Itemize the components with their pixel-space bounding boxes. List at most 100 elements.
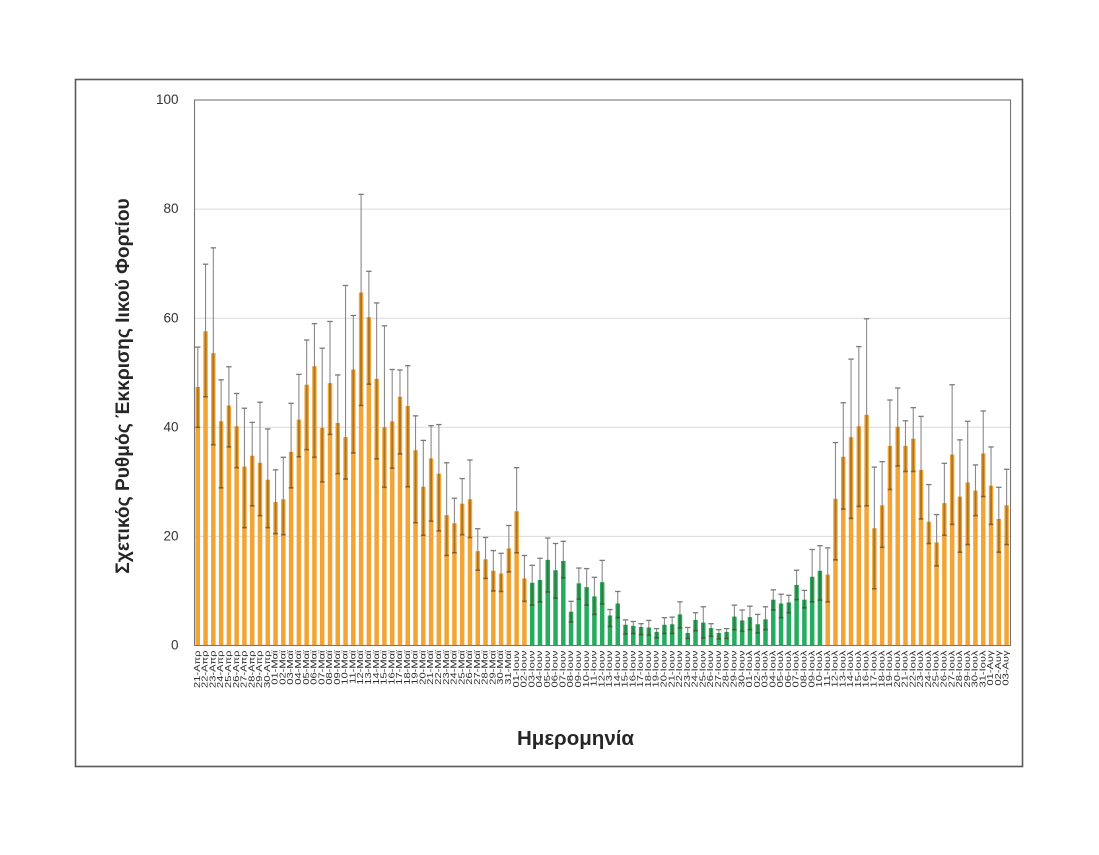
svg-text:27-Απρ: 27-Απρ: [240, 650, 249, 688]
svg-text:11-Ιουλ: 11-Ιουλ: [823, 650, 832, 686]
svg-text:22-Ιουν: 22-Ιουν: [675, 650, 684, 687]
svg-text:03-Ιουλ: 03-Ιουλ: [761, 650, 770, 687]
svg-text:31-Ιουλ: 31-Ιουλ: [979, 650, 988, 687]
svg-text:20: 20: [163, 528, 178, 543]
svg-text:21-Ιουλ: 21-Ιουλ: [901, 650, 910, 687]
svg-text:06-Ιουλ: 06-Ιουλ: [784, 650, 793, 687]
svg-text:40: 40: [163, 419, 178, 434]
svg-text:21-Απρ: 21-Απρ: [193, 650, 202, 688]
svg-text:14-Ιουλ: 14-Ιουλ: [847, 650, 856, 687]
svg-text:08-Μαϊ: 08-Μαϊ: [325, 650, 334, 685]
svg-text:08-Ιουλ: 08-Ιουλ: [800, 650, 809, 687]
svg-text:30-Ιουλ: 30-Ιουλ: [971, 650, 980, 687]
svg-text:02-Ιουν: 02-Ιουν: [520, 650, 529, 687]
svg-text:100: 100: [156, 92, 179, 107]
svg-text:25-Μαϊ: 25-Μαϊ: [458, 650, 467, 685]
svg-text:24-Απρ: 24-Απρ: [217, 650, 226, 688]
svg-text:27-Ιουν: 27-Ιουν: [714, 650, 723, 687]
svg-text:16-Μαϊ: 16-Μαϊ: [388, 650, 397, 685]
svg-text:25-Απρ: 25-Απρ: [224, 650, 233, 688]
svg-text:16-Ιουλ: 16-Ιουλ: [862, 650, 871, 687]
svg-text:29-Μαϊ: 29-Μαϊ: [489, 650, 498, 685]
svg-text:10-Μαϊ: 10-Μαϊ: [341, 650, 350, 685]
svg-text:22-Απρ: 22-Απρ: [201, 650, 210, 688]
svg-text:18-Ιουλ: 18-Ιουλ: [878, 650, 887, 687]
svg-text:02-Αυγ: 02-Αυγ: [994, 650, 1003, 685]
svg-text:60: 60: [163, 310, 178, 325]
svg-text:15-Ιουλ: 15-Ιουλ: [854, 650, 863, 687]
svg-text:03-Ιουν: 03-Ιουν: [528, 650, 537, 687]
svg-text:19-Ιουν: 19-Ιουν: [652, 650, 661, 687]
svg-text:04-Ιουλ: 04-Ιουλ: [769, 650, 778, 687]
svg-text:27-Ιουλ: 27-Ιουλ: [948, 650, 957, 687]
svg-text:31-Μαϊ: 31-Μαϊ: [504, 650, 513, 685]
svg-text:20-Μαϊ: 20-Μαϊ: [419, 650, 428, 685]
svg-text:30-Μαϊ: 30-Μαϊ: [497, 650, 506, 685]
svg-text:05-Μαϊ: 05-Μαϊ: [302, 650, 311, 685]
svg-text:28-Ιουν: 28-Ιουν: [722, 650, 731, 687]
svg-text:26-Ιουν: 26-Ιουν: [707, 650, 716, 687]
svg-text:23-Απρ: 23-Απρ: [209, 650, 218, 688]
svg-text:06-Μαϊ: 06-Μαϊ: [310, 650, 319, 685]
svg-text:14-Ιουν: 14-Ιουν: [613, 650, 622, 687]
svg-text:25-Ιουλ: 25-Ιουλ: [932, 650, 941, 687]
svg-text:09-Μαϊ: 09-Μαϊ: [333, 650, 342, 685]
svg-text:23-Μαϊ: 23-Μαϊ: [442, 650, 451, 685]
svg-text:19-Μαϊ: 19-Μαϊ: [411, 650, 420, 685]
svg-text:06-Ιουν: 06-Ιουν: [551, 650, 560, 687]
svg-text:10-Ιουν: 10-Ιουν: [582, 650, 591, 687]
svg-text:26-Μαϊ: 26-Μαϊ: [465, 650, 474, 685]
svg-text:08-Ιουν: 08-Ιουν: [567, 650, 576, 687]
svg-text:18-Μαϊ: 18-Μαϊ: [403, 650, 412, 685]
svg-text:Σχετικός Ρυθμός Έκκρισης Ιικού: Σχετικός Ρυθμός Έκκρισης Ιικού Φορτίου: [113, 198, 134, 573]
svg-text:02-Μαϊ: 02-Μαϊ: [279, 650, 288, 685]
svg-text:05-Ιουλ: 05-Ιουλ: [777, 650, 786, 687]
svg-text:23-Ιουλ: 23-Ιουλ: [917, 650, 926, 687]
svg-text:28-Απρ: 28-Απρ: [248, 650, 257, 688]
svg-text:29-Απρ: 29-Απρ: [255, 650, 264, 688]
svg-text:07-Ιουν: 07-Ιουν: [559, 650, 568, 687]
svg-text:04-Μαϊ: 04-Μαϊ: [294, 650, 303, 685]
svg-text:11-Μαϊ: 11-Μαϊ: [349, 650, 358, 684]
svg-text:02-Ιουλ: 02-Ιουλ: [753, 650, 762, 687]
svg-text:12-Ιουλ: 12-Ιουλ: [831, 650, 840, 687]
svg-text:09-Ιουλ: 09-Ιουλ: [808, 650, 817, 687]
svg-text:13-Ιουν: 13-Ιουν: [605, 650, 614, 687]
svg-text:26-Απρ: 26-Απρ: [232, 650, 241, 688]
svg-text:25-Ιουν: 25-Ιουν: [699, 650, 708, 687]
svg-text:20-Ιουλ: 20-Ιουλ: [893, 650, 902, 687]
svg-text:01-Αυγ: 01-Αυγ: [987, 650, 996, 685]
svg-text:28-Μαϊ: 28-Μαϊ: [481, 650, 490, 685]
svg-text:03-Μαϊ: 03-Μαϊ: [287, 650, 296, 685]
svg-text:26-Ιουλ: 26-Ιουλ: [940, 650, 949, 687]
svg-text:15-Ιουν: 15-Ιουν: [621, 650, 630, 687]
svg-text:0: 0: [171, 638, 179, 653]
svg-text:16-Ιουν: 16-Ιουν: [629, 650, 638, 687]
svg-text:11-Ιουν: 11-Ιουν: [590, 650, 599, 686]
svg-text:15-Μαϊ: 15-Μαϊ: [380, 650, 389, 685]
svg-text:05-Ιουν: 05-Ιουν: [543, 650, 552, 687]
svg-text:09-Ιουν: 09-Ιουν: [574, 650, 583, 687]
svg-text:01-Μαϊ: 01-Μαϊ: [271, 650, 280, 685]
svg-text:13-Μαϊ: 13-Μαϊ: [364, 650, 373, 685]
svg-text:04-Ιουν: 04-Ιουν: [535, 650, 544, 687]
svg-text:17-Μαϊ: 17-Μαϊ: [395, 650, 404, 685]
svg-text:17-Ιουλ: 17-Ιουλ: [870, 650, 879, 687]
svg-text:07-Μαϊ: 07-Μαϊ: [318, 650, 327, 685]
svg-text:03-Αυγ: 03-Αυγ: [1002, 650, 1011, 685]
svg-text:27-Μαϊ: 27-Μαϊ: [473, 650, 482, 685]
svg-text:20-Ιουν: 20-Ιουν: [660, 650, 669, 687]
svg-text:24-Ιουλ: 24-Ιουλ: [924, 650, 933, 687]
svg-text:21-Ιουν: 21-Ιουν: [668, 650, 677, 687]
svg-text:Ημερομηνία: Ημερομηνία: [517, 727, 634, 750]
svg-text:13-Ιουλ: 13-Ιουλ: [839, 650, 848, 687]
svg-text:24-Ιουν: 24-Ιουν: [691, 650, 700, 687]
svg-text:30-Απρ: 30-Απρ: [263, 650, 272, 688]
svg-text:22-Ιουλ: 22-Ιουλ: [909, 650, 918, 687]
svg-text:07-Ιουλ: 07-Ιουλ: [792, 650, 801, 687]
svg-text:17-Ιουν: 17-Ιουν: [637, 650, 646, 687]
svg-text:28-Ιουλ: 28-Ιουλ: [955, 650, 964, 687]
svg-text:01-Ιουν: 01-Ιουν: [512, 650, 521, 687]
svg-text:10-Ιουλ: 10-Ιουλ: [815, 650, 824, 687]
svg-text:21-Μαϊ: 21-Μαϊ: [427, 650, 436, 685]
